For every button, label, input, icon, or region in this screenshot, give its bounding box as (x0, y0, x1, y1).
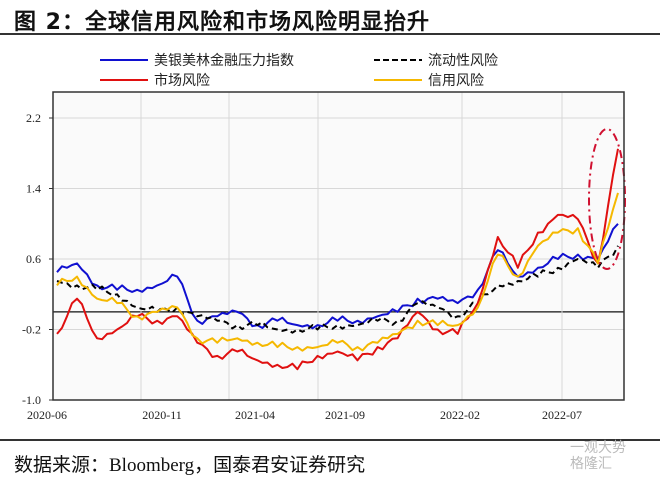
y-tick-label: -1.0 (22, 393, 41, 407)
title-divider (0, 33, 660, 35)
y-tick-label: 1.4 (26, 182, 41, 196)
highlight-ellipse (588, 128, 626, 270)
legend-label: 市场风险 (154, 72, 210, 89)
axis-labels: -1.0 -0.2 0.6 1.4 2.2 2020-06 2020-11 2021-04 20… (22, 111, 582, 422)
gridlines (53, 92, 624, 400)
data-source: 数据来源：Bloomberg，国泰君安证券研究 (14, 455, 366, 476)
watermark-line2: 格隆汇 (570, 456, 612, 472)
footer-divider (0, 439, 660, 441)
plot-background (53, 92, 624, 400)
series-lines (56, 148, 619, 371)
series-line (56, 245, 619, 334)
y-tick-label: -0.2 (22, 323, 41, 337)
series-line (56, 148, 619, 371)
y-tick-label: 0.6 (26, 252, 41, 266)
legend-label: 流动性风险 (428, 53, 498, 69)
x-tick-label: 2022-02 (440, 408, 480, 422)
x-tick-label: 2022-07 (542, 408, 582, 422)
watermark-line1: 一观大势 (570, 440, 626, 456)
x-tick-label: 2021-09 (325, 408, 365, 422)
series-line (56, 192, 619, 352)
x-tick-label: 2021-04 (235, 408, 275, 422)
legend-label: 美银美林金融压力指数 (154, 53, 294, 69)
series-line (56, 223, 619, 330)
x-tick-label: 2020-06 (27, 408, 67, 422)
plot-frame (52, 91, 625, 401)
legend-label: 信用风险 (428, 73, 484, 89)
figure-title: 图 2：全球信用风险和市场风险明显抬升 (14, 10, 430, 35)
y-tick-label: 2.2 (26, 111, 41, 125)
watermark: 一观大势 格隆汇 (570, 440, 626, 472)
x-tick-label: 2020-11 (142, 408, 182, 422)
